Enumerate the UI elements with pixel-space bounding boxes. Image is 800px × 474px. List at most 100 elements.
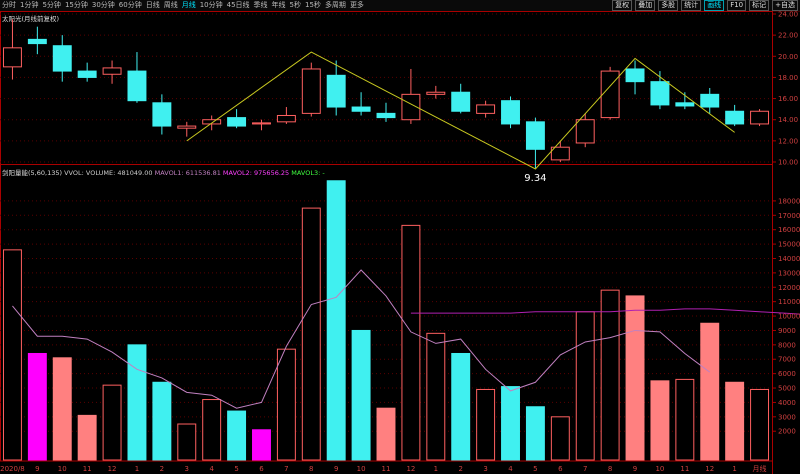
volume-bar-1 <box>27 352 47 461</box>
candle-body-6 <box>152 102 172 127</box>
volume-bar-20 <box>501 386 520 461</box>
period-tab-14[interactable]: 15秒 <box>305 1 321 9</box>
x-tick-label-28: 12 <box>705 465 714 473</box>
volume-bar-10 <box>252 429 271 461</box>
candle-13 <box>326 60 346 116</box>
period-tab-3[interactable]: 15分钟 <box>64 1 88 9</box>
volume-bar-23 <box>575 311 595 461</box>
toolbar-button-0[interactable]: 复权 <box>612 0 633 11</box>
candle-body-20 <box>501 100 520 125</box>
volume-chart-title: 剑阳量能(5,60,135) <box>2 169 63 177</box>
period-tab-16[interactable]: 更多 <box>349 1 364 9</box>
volume-series-label-0: VVOL: <box>64 169 84 177</box>
period-tabs: 分时 1分钟 5分钟 15分钟 30分钟 60分钟 日线 周线 月线 10分钟 45日线 季线 年线 5秒… <box>2 0 368 11</box>
period-tab-1[interactable]: 1分钟 <box>20 1 39 9</box>
x-tick-label-23: 7 <box>583 465 587 473</box>
x-tick-label-26: 10 <box>655 465 664 473</box>
candle-body-26 <box>650 81 670 106</box>
x-tick-label-9: 5 <box>234 465 238 473</box>
toolbar-button-4[interactable]: 画线 <box>704 0 725 11</box>
candle-body-30 <box>750 110 770 125</box>
candle-body-15 <box>376 112 396 119</box>
volume-bar-6 <box>152 381 172 461</box>
period-tab-4[interactable]: 30分钟 <box>91 1 115 9</box>
volume-series-label-2: MAVOL1: 611536.81 <box>152 169 221 177</box>
x-tick-label-5: 1 <box>135 465 139 473</box>
volume-bar-14 <box>351 329 371 461</box>
candle-body-7 <box>177 125 197 129</box>
candle-14 <box>351 92 371 116</box>
price-tick-label-6: 22.00 <box>778 32 798 40</box>
x-tick-label-8: 4 <box>209 465 214 473</box>
volume-bar-3 <box>77 414 97 461</box>
candle-0 <box>2 19 22 80</box>
toolbar-button-7[interactable]: +自选 <box>772 0 798 11</box>
x-tick-label-15: 11 <box>382 465 391 473</box>
x-tick-label-20: 4 <box>508 465 513 473</box>
volume-tick-label-5: 7000 <box>778 356 796 364</box>
toolbar-button-1[interactable]: 叠加 <box>635 0 656 11</box>
candle-body-22 <box>550 146 570 161</box>
x-tick-label-24: 8 <box>608 465 612 473</box>
candle-body-8 <box>202 119 222 125</box>
x-tick-label-16: 12 <box>406 465 415 473</box>
period-tab-6[interactable]: 日线 <box>145 1 160 9</box>
volume-bar-28 <box>700 322 720 461</box>
period-tab-9[interactable]: 10分钟 <box>199 1 223 9</box>
volume-bar-24 <box>600 289 620 461</box>
candle-7 <box>177 121 197 137</box>
volume-bar-29 <box>725 381 745 461</box>
x-tick-label-27: 11 <box>680 465 689 473</box>
x-tick-label-19: 3 <box>483 465 487 473</box>
period-tab-7[interactable]: 周线 <box>163 1 178 9</box>
period-tab-13[interactable]: 5秒 <box>289 1 302 9</box>
candle-body-17 <box>426 91 446 95</box>
candle-18 <box>451 83 471 114</box>
x-tick-label-30: 月线 <box>753 464 767 473</box>
period-tab-15[interactable]: 多周期 <box>324 1 346 9</box>
candle-body-2 <box>52 45 72 72</box>
candle-6 <box>152 94 172 135</box>
volume-bar-30 <box>750 388 770 461</box>
x-tick-label-21: 5 <box>533 465 537 473</box>
candle-body-25 <box>625 68 645 83</box>
volume-bar-25 <box>625 295 645 461</box>
volume-series-label-3: MAVOL2: 975656.25 <box>220 169 290 177</box>
volume-series-label-4: MAVOL3: - <box>289 169 325 177</box>
candle-25 <box>625 60 645 95</box>
candle-body-28 <box>700 93 720 108</box>
volume-tick-label-3: 5000 <box>778 385 796 393</box>
volume-bar-26 <box>650 380 670 461</box>
period-tab-2[interactable]: 5分钟 <box>42 1 61 9</box>
candle-1 <box>27 26 47 55</box>
volume-bar-15 <box>376 407 396 461</box>
volume-tick-label-6: 8000 <box>778 341 796 349</box>
candle-10 <box>252 119 271 131</box>
period-tab-11[interactable]: 季线 <box>253 1 268 9</box>
volume-bar-18 <box>451 352 471 461</box>
candle-body-16 <box>401 93 421 121</box>
period-tab-5[interactable]: 60分钟 <box>118 1 142 9</box>
candle-3 <box>77 62 97 82</box>
candle-23 <box>575 113 595 148</box>
volume-tick-label-8: 10000 <box>778 313 800 321</box>
toolbar-button-2[interactable]: 多股 <box>658 0 679 11</box>
mavol2-line <box>410 308 800 315</box>
candle-body-14 <box>351 106 371 112</box>
volume-bar-5 <box>127 344 147 461</box>
candle-body-5 <box>127 70 147 102</box>
candle-body-29 <box>725 110 745 125</box>
volume-tick-label-14: 16000 <box>778 226 800 234</box>
volume-tick-label-0: 2000 <box>778 428 796 436</box>
toolbar-button-5[interactable]: F10 <box>727 0 747 11</box>
volume-bar-0 <box>2 249 22 461</box>
candle-8 <box>202 115 222 131</box>
toolbar-button-3[interactable]: 统计 <box>681 0 702 11</box>
period-tab-0[interactable]: 分时 <box>2 1 16 9</box>
toolbar-button-6[interactable]: 标记 <box>749 0 770 11</box>
period-tab-8[interactable]: 月线 <box>181 1 196 9</box>
candle-body-4 <box>102 67 122 75</box>
period-tab-12[interactable]: 年线 <box>271 1 286 9</box>
period-tab-10[interactable]: 45日线 <box>226 1 250 9</box>
